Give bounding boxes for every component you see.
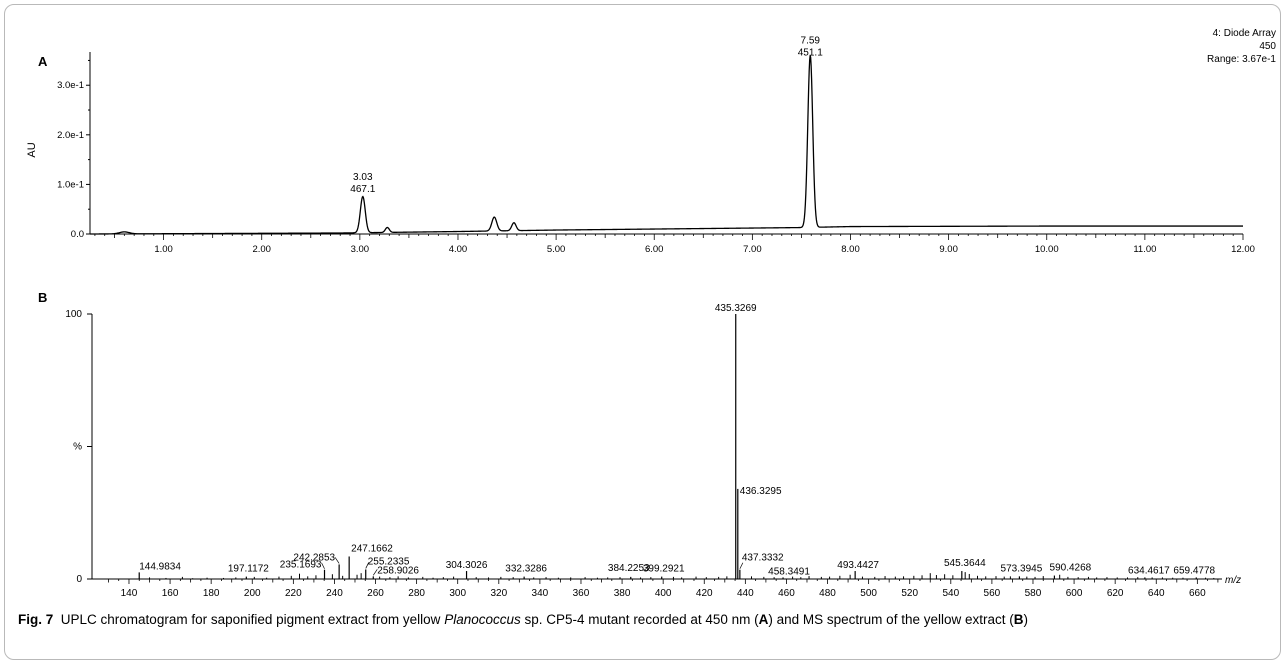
ms-peak-label: 436.3295 xyxy=(740,486,782,497)
caption-text-4: ) xyxy=(1023,612,1028,627)
ms-peak-label: 493.4427 xyxy=(837,560,879,571)
ms-peak-label: 573.3945 xyxy=(1001,563,1043,574)
ms-label-leader xyxy=(739,562,744,569)
figure-caption: Fig. 7 UPLC chromatogram for saponified … xyxy=(18,610,1268,630)
ms-peak-label: 304.3026 xyxy=(446,560,488,571)
caption-panel-b: B xyxy=(1013,612,1024,627)
peak-annotation-lambda: 451.1 xyxy=(798,47,823,58)
panel-b-x-tick-label: 280 xyxy=(408,588,425,599)
panel-a-x-tick-label: 3.00 xyxy=(351,244,370,255)
ms-peak-label: 255.2335 xyxy=(368,556,410,567)
ms-peak-label: 458.3491 xyxy=(768,566,810,577)
panel-b-label: B xyxy=(38,290,47,305)
panel-a-y-tick-label: 0.0 xyxy=(71,229,84,240)
panel-b-x-tick-label: 260 xyxy=(367,588,384,599)
ms-peak-label: 242.2853 xyxy=(293,552,335,563)
panel-b-x-tick-label: 140 xyxy=(121,588,138,599)
header-line-1: 4: Diode Array xyxy=(1213,28,1276,39)
ms-peak-label: 545.3644 xyxy=(944,558,986,569)
panel-b-y-tick-label: 100 xyxy=(65,309,82,320)
chromatogram-panel: A AU 4: Diode Array 450 Range: 3.67e-1 0… xyxy=(26,28,1276,255)
panel-b-y-tick-label: % xyxy=(73,442,82,453)
panel-b-x-tick-label: 300 xyxy=(449,588,466,599)
panel-a-y-tick-label: 2.0e-1 xyxy=(57,130,84,141)
ms-peak-label: 332.3286 xyxy=(505,564,547,575)
caption-species: Planococcus xyxy=(444,612,521,627)
ms-peak-label: 399.2921 xyxy=(643,564,685,575)
panel-b-x-tick-label: 500 xyxy=(860,588,877,599)
panel-a-x-tick-label: 10.00 xyxy=(1035,244,1059,255)
panel-b-x-tick-label: 340 xyxy=(532,588,549,599)
panel-a-y-tick-label: 3.0e-1 xyxy=(57,80,84,91)
ms-peak-label: 247.1662 xyxy=(351,543,393,554)
ms-label-leader xyxy=(321,562,325,569)
panel-b-x-tick-label: 380 xyxy=(614,588,631,599)
ms-label-leader xyxy=(334,557,340,564)
panel-a-x-tick-label: 2.00 xyxy=(252,244,271,255)
panel-a-x-tick-label: 4.00 xyxy=(449,244,468,255)
panel-b-y-tick-label: 0 xyxy=(76,574,82,585)
panel-b-x-tick-label: 220 xyxy=(285,588,302,599)
panel-b-x-tick-label: 640 xyxy=(1148,588,1165,599)
caption-panel-a: A xyxy=(758,612,769,627)
ms-peak-label: 634.4617 xyxy=(1128,565,1170,576)
chromatogram-trace xyxy=(90,55,1243,235)
panel-b-x-tick-label: 560 xyxy=(984,588,1001,599)
panel-a-ylabel: AU xyxy=(26,142,38,157)
ms-peak-label: 384.2253 xyxy=(608,563,650,574)
caption-text-3: ) and MS spectrum of the yellow extract … xyxy=(768,612,1014,627)
panel-b-x-tick-label: 360 xyxy=(573,588,590,599)
ms-peak-label: 144.9834 xyxy=(139,561,181,572)
panel-b-x-tick-label: 600 xyxy=(1066,588,1083,599)
header-line-3: Range: 3.67e-1 xyxy=(1207,54,1276,65)
panel-b-x-tick-label: 580 xyxy=(1025,588,1042,599)
figure-frame xyxy=(4,4,1281,660)
caption-text-1: UPLC chromatogram for saponified pigment… xyxy=(60,612,441,627)
panel-b-x-tick-label: 540 xyxy=(942,588,959,599)
ms-peak-label: 235.1693 xyxy=(280,560,322,571)
panel-b-x-tick-label: 400 xyxy=(655,588,672,599)
ms-label-leader xyxy=(372,569,378,576)
panel-a-x-tick-label: 6.00 xyxy=(645,244,664,255)
panel-b-x-tick-label: 180 xyxy=(203,588,220,599)
peak-annotation-rt: 3.03 xyxy=(353,172,373,183)
panel-b-x-tick-label: 460 xyxy=(778,588,795,599)
panel-a-x-tick-label: 12.00 xyxy=(1231,244,1255,255)
panel-a-x-tick-label: 9.00 xyxy=(939,244,958,255)
ms-spectrum-panel: B m/z 0% 100 140 160 180 200 220 240 260 280 300 32… xyxy=(38,290,1241,599)
panel-b-x-tick-label: 660 xyxy=(1189,588,1206,599)
panel-a-x-tick-label: 1.00 xyxy=(154,244,173,255)
panel-b-x-tick-label: 240 xyxy=(326,588,343,599)
panel-a-y-tick-label: 1.0e-1 xyxy=(57,179,84,190)
panel-b-x-tick-label: 520 xyxy=(901,588,918,599)
panel-b-x-tick-label: 440 xyxy=(737,588,754,599)
panel-b-x-tick-label: 320 xyxy=(490,588,507,599)
ms-label-leader xyxy=(365,562,370,569)
panel-b-x-tick-label: 480 xyxy=(819,588,836,599)
panel-a-x-tick-label: 7.00 xyxy=(743,244,762,255)
caption-label: Fig. 7 xyxy=(18,612,54,627)
peak-annotation-rt: 7.59 xyxy=(801,35,821,46)
ms-peak-label: 659.4778 xyxy=(1173,565,1215,576)
ms-peak-label: 258.9026 xyxy=(377,565,419,576)
panel-a-x-tick-label: 8.00 xyxy=(841,244,860,255)
panel-b-x-tick-label: 160 xyxy=(162,588,179,599)
panel-a-label: A xyxy=(38,54,48,69)
ms-peak-label: 435.3269 xyxy=(715,303,757,314)
caption-text-2: sp. CP5-4 mutant recorded at 450 nm ( xyxy=(524,612,759,627)
panel-a-x-tick-label: 11.00 xyxy=(1133,244,1156,255)
panel-b-x-tick-label: 200 xyxy=(244,588,261,599)
ms-peak-label: 437.3332 xyxy=(742,553,784,564)
figure-canvas: A AU 4: Diode Array 450 Range: 3.67e-1 0… xyxy=(26,28,1276,599)
ms-peak-label: 590.4268 xyxy=(1050,563,1092,574)
ms-peak-label: 197.1172 xyxy=(228,564,269,575)
header-line-2: 450 xyxy=(1259,41,1276,52)
peak-annotation-lambda: 467.1 xyxy=(350,184,375,195)
panel-b-x-tick-label: 620 xyxy=(1107,588,1124,599)
panel-b-xlabel: m/z xyxy=(1225,575,1241,586)
panel-a-x-tick-label: 5.00 xyxy=(547,244,566,255)
panel-b-x-tick-label: 420 xyxy=(696,588,713,599)
